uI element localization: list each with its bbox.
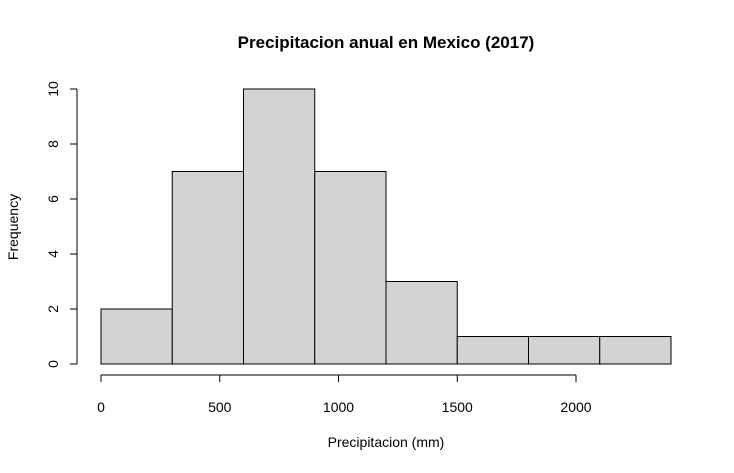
- histogram-bar: [100, 308, 173, 365]
- histogram-bar: [599, 336, 672, 365]
- x-tick-label: 0: [97, 399, 105, 415]
- y-tick-label: 10: [45, 81, 61, 97]
- x-tick-label: 1000: [323, 399, 354, 415]
- chart-title: Precipitacion anual en Mexico (2017): [238, 33, 535, 52]
- x-tick-label: 500: [208, 399, 232, 415]
- y-axis: 0 2 4 6 8 10: [45, 81, 78, 368]
- bars-group: [100, 88, 672, 365]
- histogram-bar: [385, 281, 458, 365]
- x-tick-label: 2000: [560, 399, 591, 415]
- y-tick-label: 0: [45, 360, 61, 368]
- y-tick-label: 4: [45, 250, 61, 258]
- histogram-bar: [456, 336, 529, 365]
- x-axis-label: Precipitacion (mm): [328, 434, 445, 450]
- histogram-bar: [171, 171, 244, 365]
- x-tick-label: 1500: [442, 399, 473, 415]
- y-tick-label: 6: [45, 195, 61, 203]
- y-axis-label: Frequency: [5, 194, 21, 260]
- y-tick-label: 2: [45, 305, 61, 313]
- histogram-bar: [314, 171, 387, 365]
- histogram-bar: [243, 88, 316, 365]
- y-tick-label: 8: [45, 140, 61, 148]
- histogram-bar: [528, 336, 601, 365]
- x-axis: 0 500 1000 1500 2000: [97, 374, 592, 415]
